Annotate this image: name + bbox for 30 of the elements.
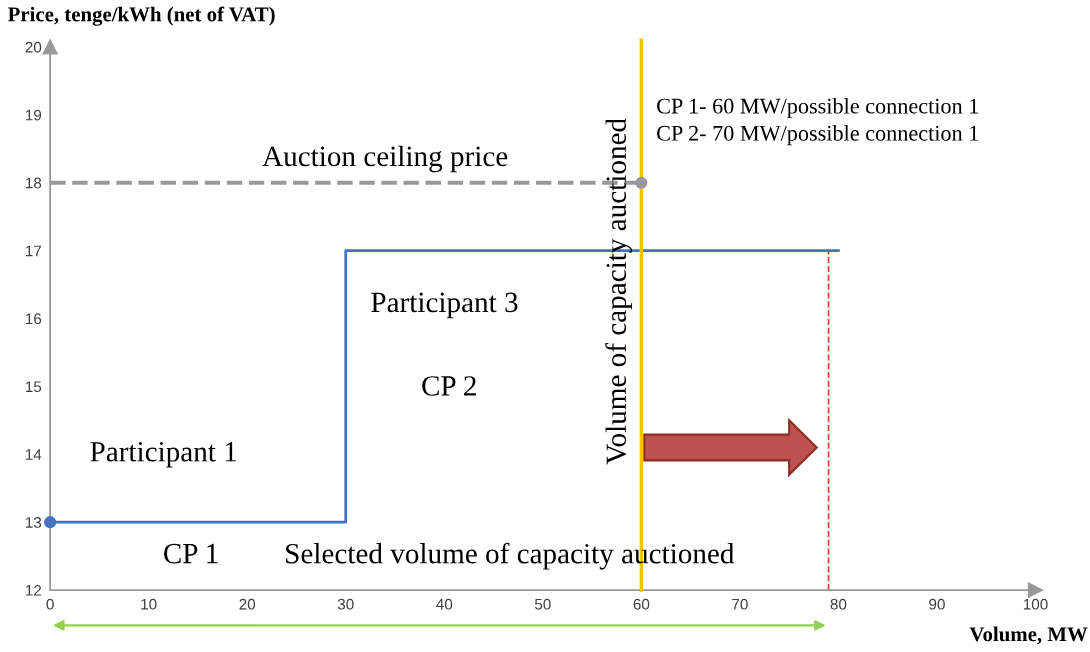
x-axis-title: Volume, MW (969, 626, 1088, 645)
annotation: CP 2- 70 MW/possible connection 1 (657, 125, 979, 146)
y-tick-label: 19 (25, 109, 42, 121)
y-tick-label: 16 (25, 313, 42, 325)
x-tick-label: 90 (929, 598, 945, 610)
annotation: CP 1 (164, 543, 218, 564)
y-tick-label: 14 (25, 449, 42, 460)
y-tick-label: 18 (25, 177, 42, 189)
y-tick-label: 15 (25, 381, 42, 393)
x-tick-label: 100 (1023, 598, 1048, 610)
x-tick-label: 40 (436, 598, 453, 610)
annotation: Participant 1 (90, 441, 237, 468)
x-tick-label: 0 (46, 598, 54, 610)
y-tick-label: 12 (25, 584, 42, 596)
annotation: CP 2 (422, 376, 476, 396)
annotation: CP 1- 60 MW/possible connection 1 (657, 97, 979, 119)
x-tick-label: 80 (830, 598, 847, 610)
x-tick-label: 20 (239, 598, 256, 610)
annotation: Participant 3 (371, 292, 518, 319)
y-tick-label: 17 (25, 245, 42, 257)
x-tick-label: 50 (534, 598, 551, 610)
x-tick-label: 70 (732, 598, 748, 610)
ref-line-label: Auction ceiling price (262, 145, 508, 173)
x-tick-label: 60 (633, 598, 650, 610)
x-tick-label: 10 (141, 598, 157, 610)
ref-line-label: Volume of capacity auctioned (605, 118, 633, 465)
x-tick-label: 30 (337, 598, 354, 610)
y-tick-label: 13 (25, 517, 42, 528)
y-axis-title: Price, tenge/kWh (net of VAT) (7, 6, 275, 26)
y-tick-label: 20 (25, 41, 42, 53)
